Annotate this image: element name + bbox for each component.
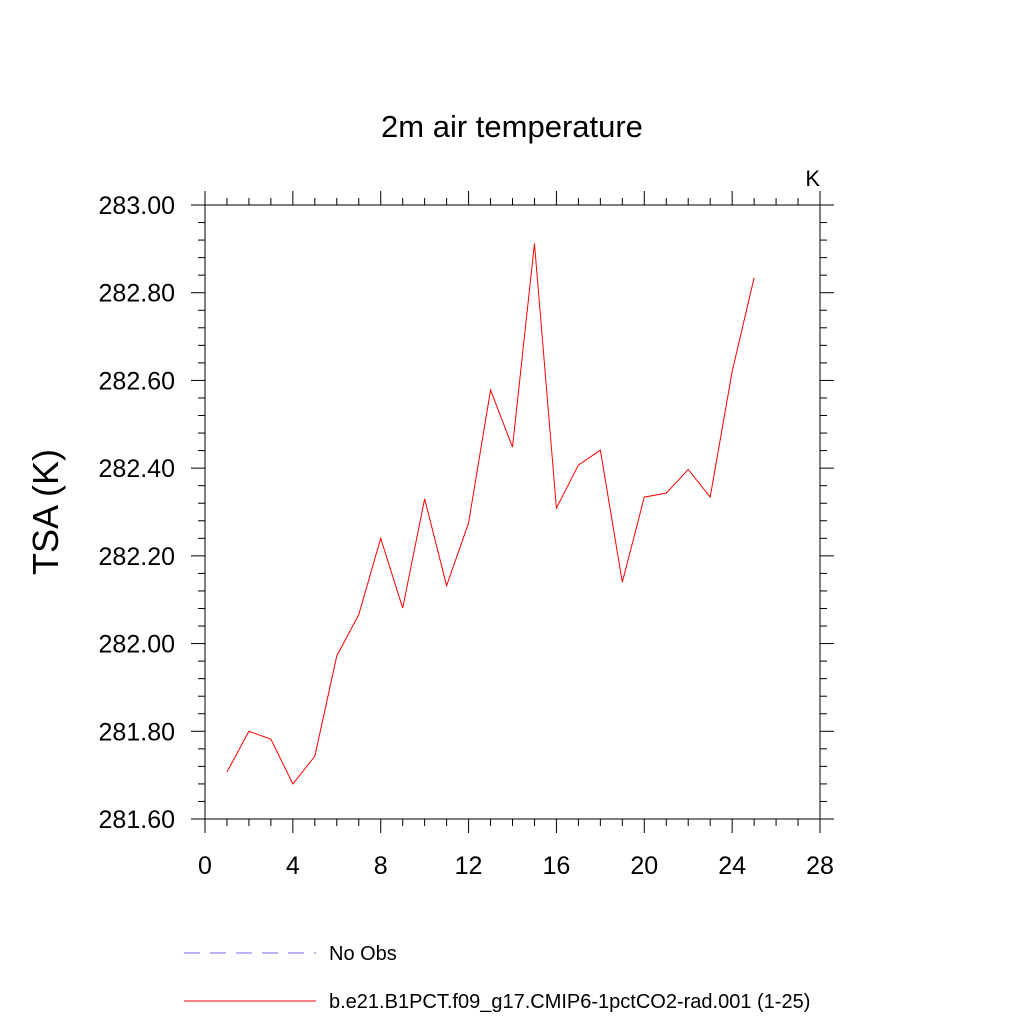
y-tick-label: 282.40 — [99, 455, 175, 483]
y-tick-label: 282.20 — [99, 543, 175, 571]
legend-label-0: No Obs — [329, 943, 397, 965]
x-tick-label: 4 — [286, 852, 300, 880]
x-tick-label: 20 — [630, 852, 658, 880]
series-layer — [226, 243, 755, 785]
x-tick-label: 0 — [198, 852, 212, 880]
x-tick-label: 16 — [543, 852, 571, 880]
y-tick-label: 283.00 — [99, 192, 175, 220]
x-tick-label: 8 — [374, 852, 388, 880]
x-tick-label: 12 — [455, 852, 483, 880]
y-tick-label: 281.80 — [99, 718, 175, 746]
x-tick-label: 28 — [806, 852, 834, 880]
y-tick-label: 281.60 — [99, 806, 175, 834]
chart-title: 2m air temperature — [381, 109, 643, 144]
legend: No Obs b.e21.B1PCT.f09_g17.CMIP6-1pctCO2-… — [184, 943, 810, 1013]
y-tick-label: 282.60 — [99, 367, 175, 395]
x-tick-label: 24 — [718, 852, 746, 880]
y-tick-label: 282.80 — [99, 280, 175, 308]
axis-ticks — [191, 191, 834, 833]
y-axis-label: TSA (K) — [25, 449, 66, 575]
series-line-1 — [226, 243, 755, 785]
legend-label-1: b.e21.B1PCT.f09_g17.CMIP6-1pctCO2-rad.00… — [329, 991, 810, 1013]
y-tick-label: 282.00 — [99, 631, 175, 659]
units-label: K — [805, 166, 820, 191]
tick-labels: 0 4 8 12 16 20 24 28 281.60 281.80 282.00 282.20 282… — [99, 192, 834, 880]
plot-frame — [204, 204, 821, 820]
